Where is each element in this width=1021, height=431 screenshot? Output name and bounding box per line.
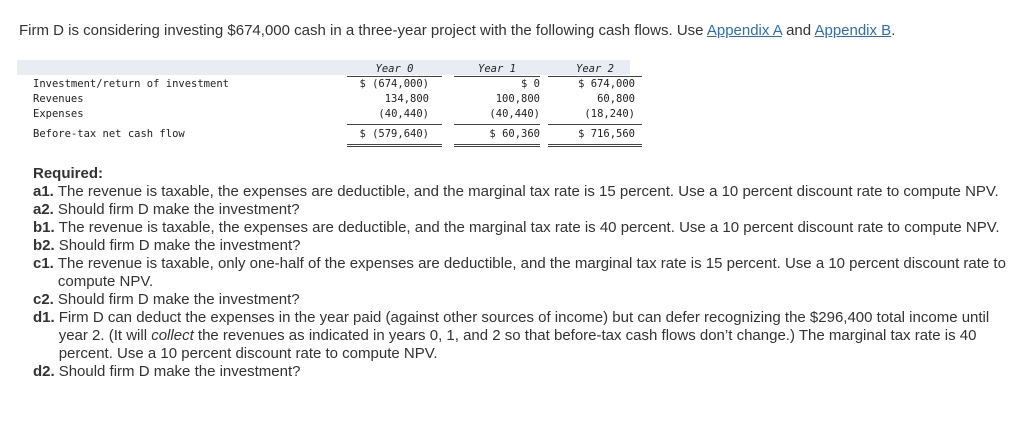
question-item: c2. Should firm D make the investment? <box>33 291 1013 309</box>
question-text: Should firm D make the investment? <box>58 363 301 380</box>
row-value-year-2: $ 674,000 <box>578 78 635 90</box>
subtotal-line-1 <box>454 124 540 125</box>
row-value-year-2: 60,800 <box>597 93 635 105</box>
row-value-year-2: $ 716,560 <box>578 128 635 140</box>
total-line-0 <box>347 144 442 145</box>
table-header-row: Year 0 Year 1 Year 2 <box>17 62 630 77</box>
question-key: a1. <box>33 183 54 200</box>
row-value-year-0: $ (674,000) <box>359 78 429 90</box>
question-key: b1. <box>33 219 55 236</box>
total-line-double-1 <box>454 146 540 147</box>
question-item: c1. The revenue is taxable, only one-half… <box>33 255 1013 291</box>
required-title: Required: <box>33 165 104 182</box>
total-line-1 <box>454 144 540 145</box>
row-value-year-0: 134,800 <box>384 93 429 105</box>
table-row: Investment/return of investment $ (674,0… <box>17 77 635 92</box>
appendix-a-link[interactable]: Appendix A <box>706 22 782 39</box>
question-text-emphasis: collect <box>151 327 194 344</box>
question-key: d1. <box>33 309 55 326</box>
subtotal-line-2 <box>548 124 642 125</box>
question-item: b2. Should firm D make the investment? <box>33 237 1013 255</box>
question-item: d2. Should firm D make the investment? <box>33 363 1013 381</box>
table-row: Revenues 134,800 100,800 60,800 <box>17 92 635 107</box>
question-text: Firm D can deduct the expenses in the ye… <box>59 309 1013 363</box>
required-section: Required: a1. The revenue is taxable, the… <box>33 165 1013 381</box>
row-value-year-1: (40,440) <box>489 108 540 120</box>
row-label: Revenues <box>33 93 84 105</box>
intro-end: . <box>891 22 896 39</box>
question-text-part: Firm D can deduct the expenses in the ye… <box>58 309 990 344</box>
table-row: Before-tax net cash flow $ (579,640) $ 6… <box>17 127 635 142</box>
row-label: Investment/return of investment <box>33 78 229 90</box>
question-key: b2. <box>33 237 55 254</box>
question-item: b1. The revenue is taxable, the expenses … <box>33 219 1013 237</box>
appendix-b-link[interactable]: Appendix B <box>814 22 892 39</box>
intro-and: and <box>781 22 815 39</box>
header-year-1: Year 1 <box>478 63 516 75</box>
question-text-part: the revenues as indicated in years 0, 1,… <box>58 327 977 362</box>
table-row: Expenses (40,440) (40,440) (18,240) <box>17 107 635 122</box>
row-value-year-2: (18,240) <box>584 108 635 120</box>
row-label: Before-tax net cash flow <box>33 128 185 140</box>
row-value-year-1: 100,800 <box>495 93 540 105</box>
problem-intro: Firm D is considering investing $674,000… <box>19 22 895 39</box>
total-line-double-2 <box>548 146 642 147</box>
row-value-year-1: $ 60,360 <box>489 128 540 140</box>
question-key: c1. <box>33 255 54 272</box>
question-text: The revenue is taxable, the expenses are… <box>57 183 999 200</box>
header-year-2: Year 2 <box>576 63 614 75</box>
question-text: Should firm D make the investment? <box>57 201 300 218</box>
row-value-year-1: $ 0 <box>521 78 540 90</box>
question-text: The revenue is taxable, only one-half of… <box>57 255 1006 290</box>
row-value-year-0: (40,440) <box>378 108 429 120</box>
subtotal-line-0 <box>347 124 442 125</box>
question-key: d2. <box>33 363 55 380</box>
header-underline-0 <box>347 76 442 77</box>
row-value-year-0: $ (579,640) <box>359 128 429 140</box>
question-text: The revenue is taxable, the expenses are… <box>58 219 1000 236</box>
question-item: a1. The revenue is taxable, the expenses … <box>33 183 1013 201</box>
question-key: a2. <box>33 201 54 218</box>
total-line-2 <box>548 144 642 145</box>
total-line-double-0 <box>347 146 442 147</box>
intro-text: Firm D is considering investing $674,000… <box>19 22 707 39</box>
header-underline-1 <box>454 76 540 77</box>
header-band <box>17 60 630 75</box>
question-text: Should firm D make the investment? <box>58 237 301 254</box>
question-key: c2. <box>33 291 54 308</box>
question-item: d1. Firm D can deduct the expenses in the… <box>33 309 1013 363</box>
question-text: Should firm D make the investment? <box>57 291 300 308</box>
header-underline-2 <box>548 76 642 77</box>
row-label: Expenses <box>33 108 84 120</box>
header-year-0: Year 0 <box>375 63 414 75</box>
question-item: a2. Should firm D make the investment? <box>33 201 1013 219</box>
